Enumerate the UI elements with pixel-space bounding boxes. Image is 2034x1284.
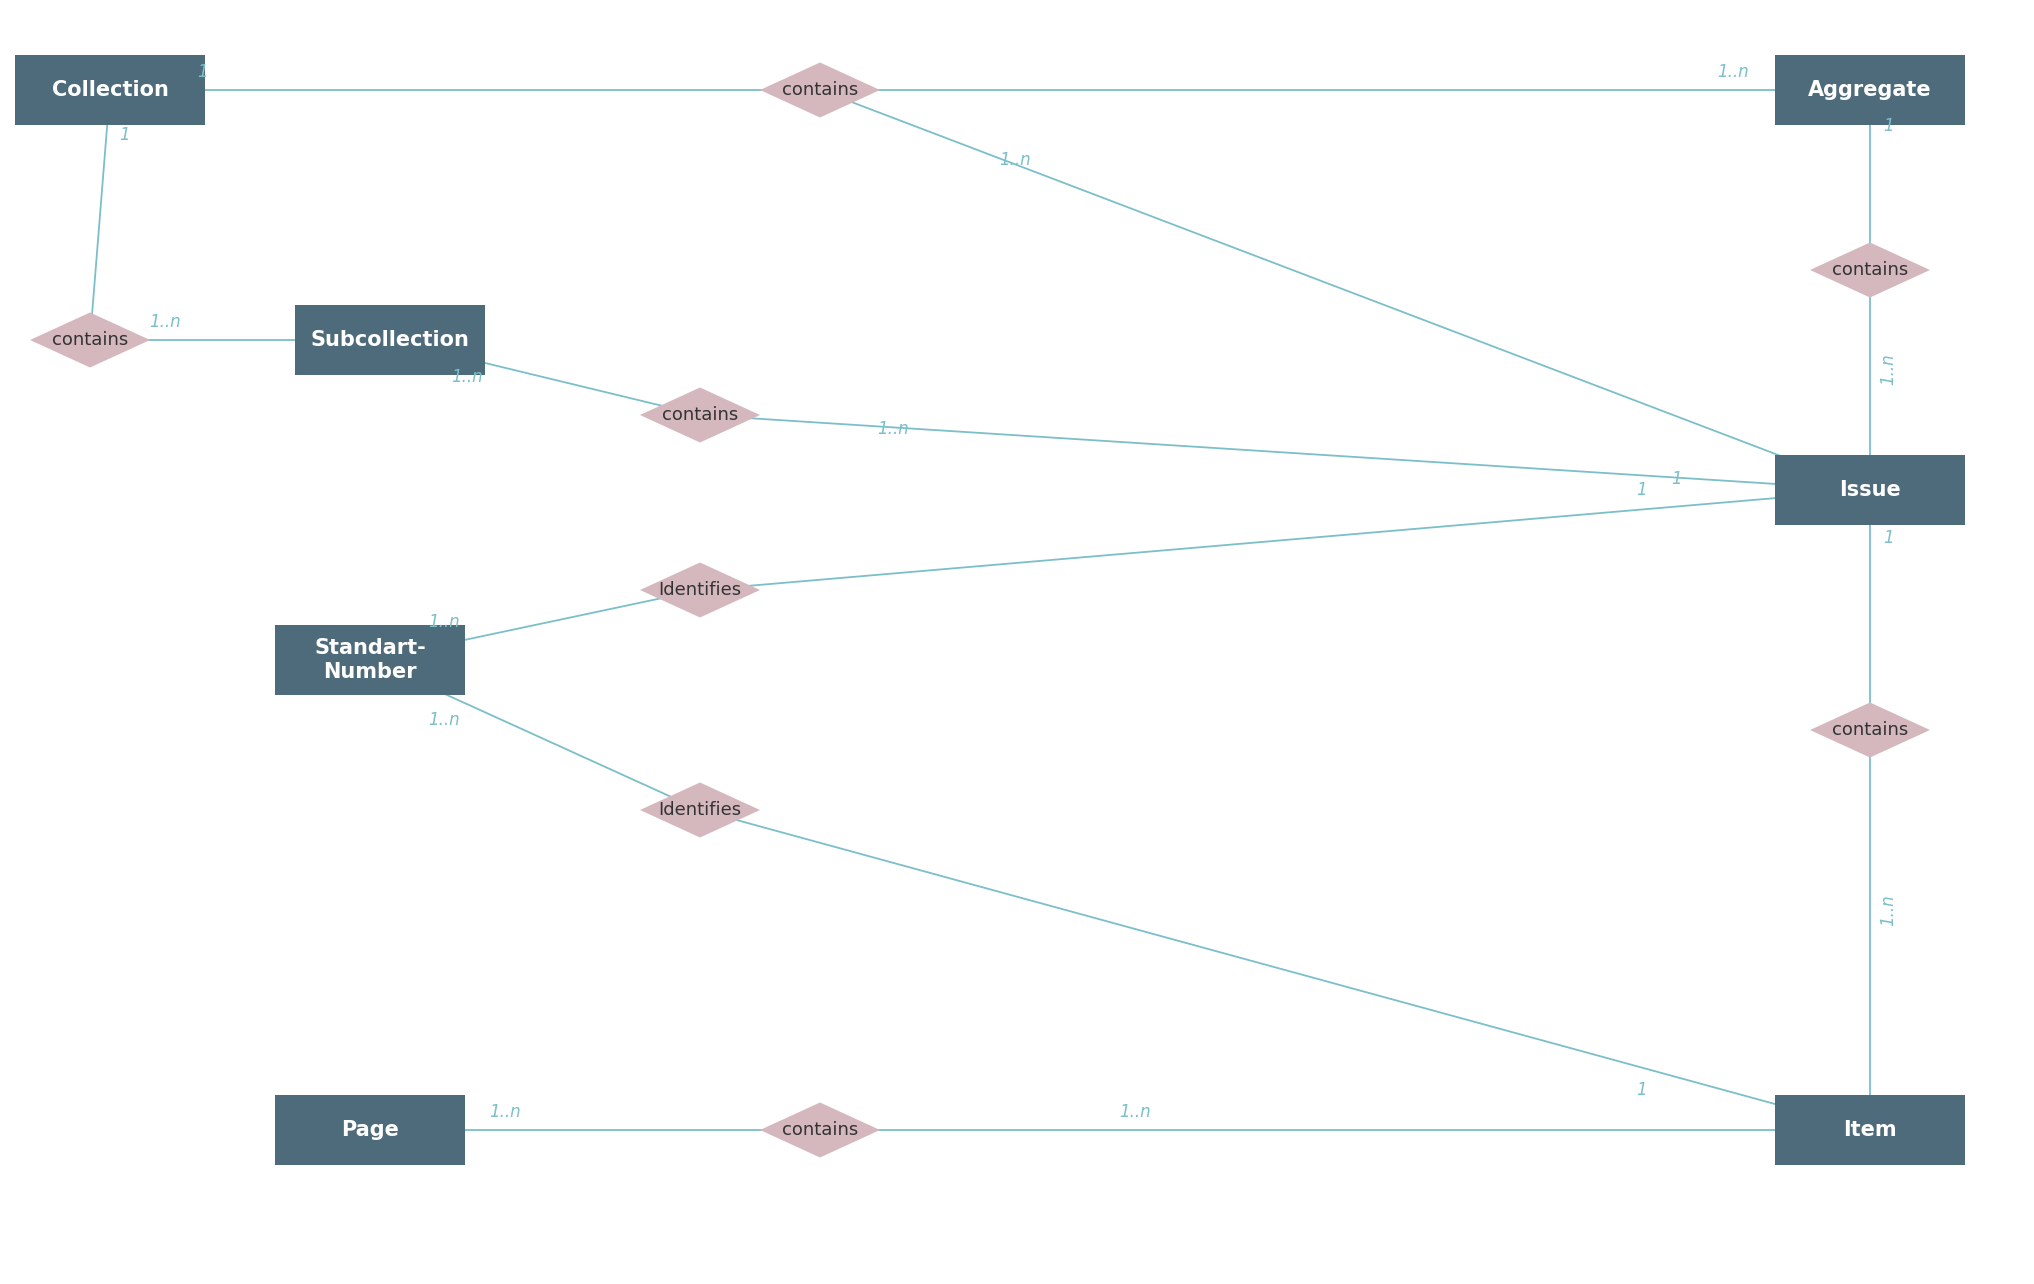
Polygon shape: [1810, 702, 1930, 758]
Polygon shape: [641, 388, 761, 443]
Text: Subcollection: Subcollection: [311, 330, 470, 351]
Text: contains: contains: [1833, 722, 1908, 740]
Text: 1: 1: [120, 126, 130, 144]
Text: 1: 1: [1672, 470, 1682, 488]
Bar: [295, 306, 484, 375]
Text: 1: 1: [1883, 529, 1894, 547]
Text: contains: contains: [53, 331, 128, 349]
Text: 1: 1: [1635, 1081, 1648, 1099]
Text: 1..n: 1..n: [452, 367, 484, 385]
Text: Collection: Collection: [51, 80, 169, 100]
Polygon shape: [641, 782, 761, 837]
Text: 1..n: 1..n: [999, 152, 1031, 169]
Bar: [1776, 1095, 1965, 1165]
Text: Aggregate: Aggregate: [1808, 80, 1932, 100]
Text: 1: 1: [1883, 117, 1894, 135]
Text: 1: 1: [1635, 482, 1648, 499]
Text: 1..n: 1..n: [1119, 1103, 1151, 1121]
Text: contains: contains: [781, 1121, 858, 1139]
Text: 1..n: 1..n: [429, 614, 460, 632]
Text: 1..n: 1..n: [429, 711, 460, 729]
Text: 1..n: 1..n: [148, 313, 181, 331]
Polygon shape: [1810, 243, 1930, 298]
Polygon shape: [761, 63, 881, 118]
Bar: [1776, 455, 1965, 525]
Text: 1: 1: [197, 63, 207, 81]
Text: Identifies: Identifies: [659, 801, 742, 819]
Text: Standart-
Number: Standart- Number: [313, 638, 425, 682]
Bar: [275, 625, 466, 695]
Text: contains: contains: [661, 406, 738, 424]
Text: 1..n: 1..n: [1879, 894, 1898, 926]
Bar: [275, 1095, 466, 1165]
Text: contains: contains: [781, 81, 858, 99]
Polygon shape: [761, 1103, 881, 1157]
Text: Issue: Issue: [1839, 480, 1902, 499]
Text: Page: Page: [342, 1120, 399, 1140]
Text: Identifies: Identifies: [659, 580, 742, 600]
Text: 1..n: 1..n: [490, 1103, 521, 1121]
Polygon shape: [641, 562, 761, 618]
Text: Item: Item: [1843, 1120, 1898, 1140]
Text: contains: contains: [1833, 261, 1908, 279]
Text: 1..n: 1..n: [877, 420, 909, 438]
Text: 1..n: 1..n: [1717, 63, 1749, 81]
Bar: [14, 55, 205, 125]
Bar: [1776, 55, 1965, 125]
Text: 1..n: 1..n: [1879, 353, 1898, 385]
Polygon shape: [31, 312, 151, 367]
